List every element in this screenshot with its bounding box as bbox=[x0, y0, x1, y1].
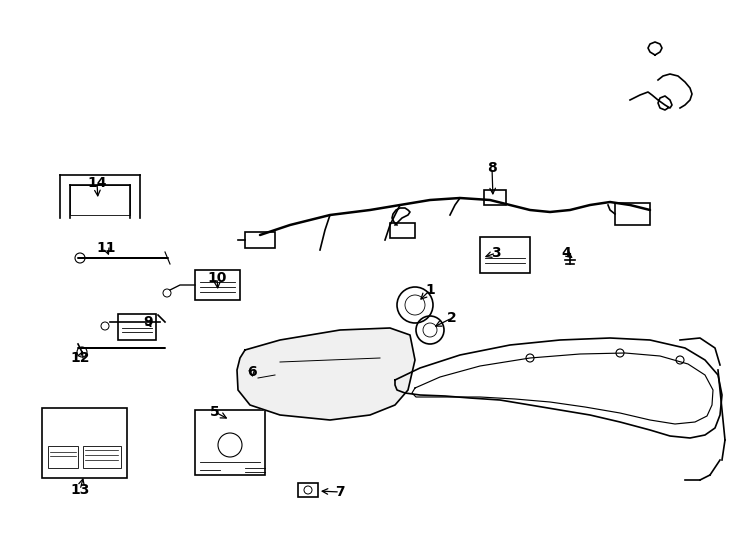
Bar bbox=[298, 483, 318, 497]
Text: 14: 14 bbox=[87, 176, 106, 190]
Text: 3: 3 bbox=[491, 246, 501, 260]
Text: 10: 10 bbox=[207, 271, 227, 285]
Text: 1: 1 bbox=[425, 283, 435, 297]
Bar bbox=[615, 203, 650, 225]
Text: 4: 4 bbox=[561, 246, 571, 260]
Bar bbox=[245, 232, 275, 248]
Text: 6: 6 bbox=[247, 365, 257, 379]
Text: 7: 7 bbox=[335, 485, 345, 499]
Bar bbox=[83, 446, 121, 468]
Text: 13: 13 bbox=[70, 483, 90, 497]
Bar bbox=[390, 223, 415, 238]
Polygon shape bbox=[237, 328, 415, 420]
Text: 12: 12 bbox=[70, 351, 90, 365]
Text: 2: 2 bbox=[447, 311, 457, 325]
Text: 11: 11 bbox=[96, 241, 116, 255]
Bar bbox=[48, 446, 78, 468]
Bar bbox=[70, 185, 130, 215]
Text: 9: 9 bbox=[143, 315, 153, 329]
Text: 5: 5 bbox=[210, 405, 220, 419]
Bar bbox=[484, 190, 506, 205]
Text: 8: 8 bbox=[487, 161, 497, 175]
